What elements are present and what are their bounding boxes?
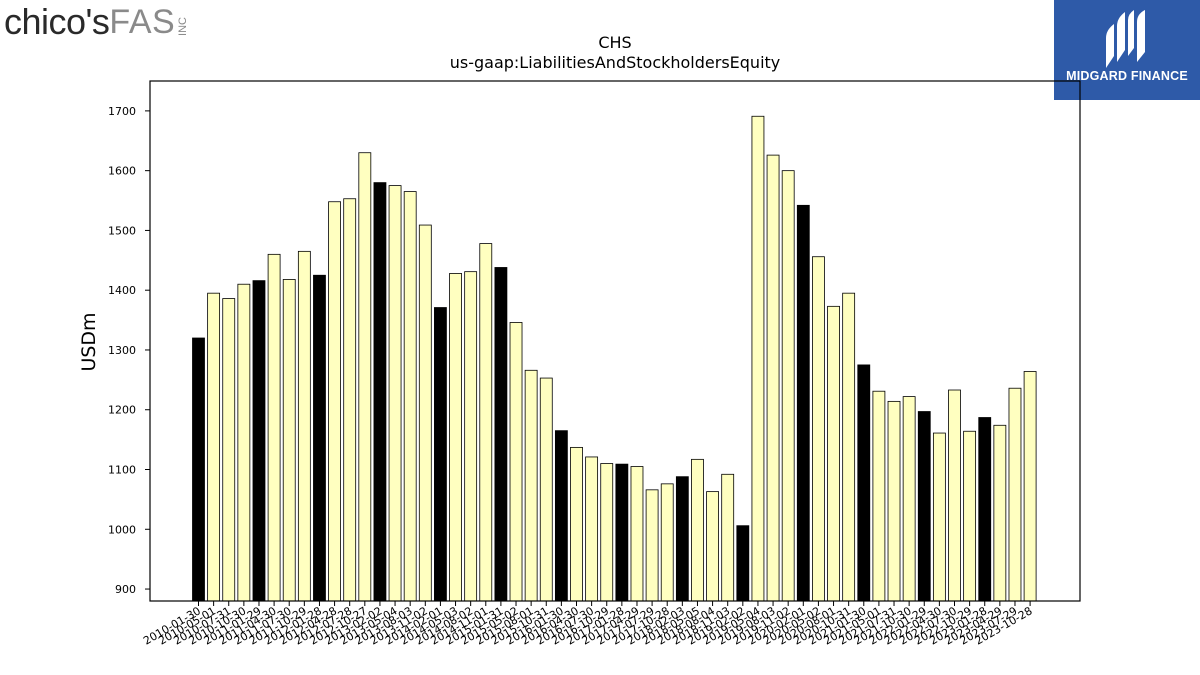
bar-2015-08-01 [524,369,538,602]
bar-2013-08-03 [403,191,417,602]
y-tick-label: 1100 [108,464,136,477]
bar-2013-02-02 [373,182,387,602]
chicos-fas-logo: chico's FAS INC [4,2,189,42]
bar-2016-01-30 [554,430,568,602]
bar-2019-08-03 [766,154,780,602]
bar-2013-05-04 [388,185,402,602]
bar-2016-10-29 [600,463,614,602]
logo-sub-text: FAS [109,3,176,41]
y-tick-label: 900 [115,583,136,596]
bar-2010-10-30 [237,283,251,602]
bar-2011-01-29 [252,280,266,602]
chart-subtitle: us-gaap:LiabilitiesAndStockholdersEquity [450,53,781,72]
midgard-finance-logo: MIDGARD FINANCE [1054,0,1200,100]
bar-2015-10-31 [539,377,553,602]
bar-2017-04-29 [630,466,644,602]
bars-group [192,115,1037,602]
bar-2011-04-30 [267,253,281,602]
y-axis-label: USDm [78,312,100,371]
bar-2020-10-31 [842,292,856,602]
bar-2018-11-03 [721,473,735,602]
y-tick-label: 1200 [108,404,136,417]
bar-2012-04-28 [328,201,341,602]
bar-2020-05-02 [812,256,825,602]
bar-2016-07-30 [585,456,599,602]
bar-2021-05-01 [872,390,886,602]
bar-2018-08-04 [706,491,719,602]
bar-2011-10-29 [297,250,311,602]
bar-2013-11-02 [418,224,432,602]
y-tick-label: 1500 [108,224,136,237]
bar-2016-04-30 [570,446,583,602]
bar-2018-05-05 [691,458,704,602]
x-axis: 2010-01-302010-05-012010-07-312010-10-30… [141,601,1035,648]
bar-2021-07-31 [887,400,901,602]
plot-frame [149,80,1081,602]
bar-2010-01-30 [192,337,205,602]
bar-2020-02-01 [796,204,810,602]
bar-2019-02-02 [736,525,750,602]
bar-2010-05-01 [207,292,221,602]
bar-2022-07-30 [948,389,961,602]
bar-2022-04-30 [932,432,946,602]
bar-2012-10-27 [358,152,372,602]
y-tick-label: 1400 [108,284,136,297]
bar-2015-05-02 [509,322,523,602]
bar-2017-10-28 [660,483,674,602]
logo-main-text: chico's [4,1,110,42]
bar-2021-01-30 [857,364,871,602]
bar-2020-08-01 [827,305,840,602]
y-axis: 900 1000 1100 1200 1300 1400 1500 1600 1700 [108,105,150,596]
bar-2017-07-29 [645,489,659,602]
y-tick-label: 1000 [108,523,136,536]
bar-2011-07-30 [282,279,296,602]
bar-2023-10-28 [1023,371,1037,602]
bar-2023-04-29 [993,424,1007,602]
bar-2019-11-02 [781,170,795,602]
bar-2012-01-28 [313,274,326,602]
bar-2021-10-30 [902,396,916,602]
bar-2017-01-28 [615,463,629,602]
y-tick-label: 1300 [108,344,136,357]
y-tick-label: 1600 [108,165,136,178]
bar-2014-05-03 [449,273,462,602]
bar-2012-07-28 [343,198,357,602]
bar-2015-01-31 [494,267,508,602]
bar-2014-08-02 [464,271,478,602]
bar-2014-02-01 [434,307,447,602]
bar-2023-07-29 [1008,387,1022,602]
y-tick-label: 1700 [108,105,136,118]
bar-2010-07-31 [222,298,236,602]
bar-2022-10-29 [963,430,977,602]
bar-2014-11-01 [479,243,493,602]
bar-2022-01-29 [917,411,931,602]
bar-2023-01-28 [978,417,992,602]
midgard-emblem-icon [1106,10,1145,68]
midgard-finance-text: MIDGARD FINANCE [1066,69,1188,83]
bar-2018-02-03 [675,476,689,602]
bar-2019-05-04 [751,115,765,602]
chart-title: CHS [598,33,631,52]
